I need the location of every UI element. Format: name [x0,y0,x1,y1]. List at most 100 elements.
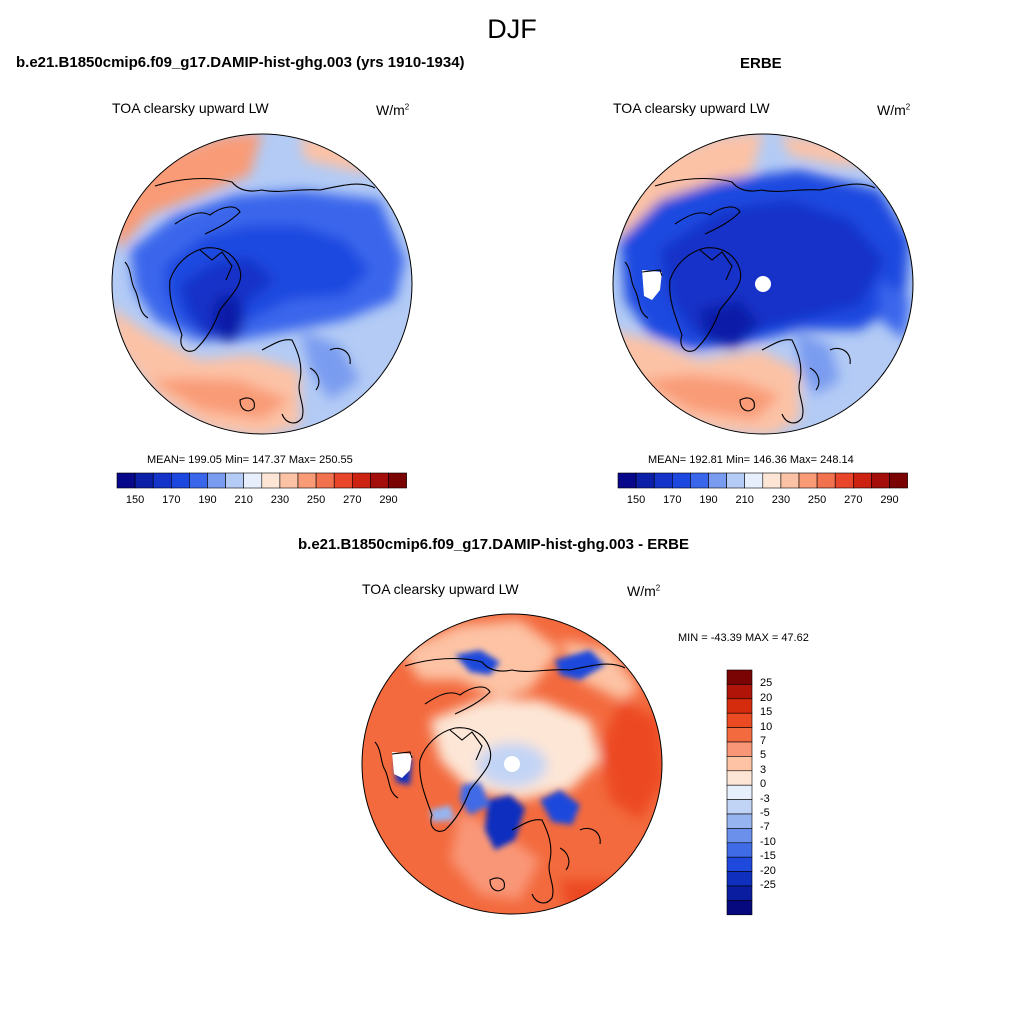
diff-colorbar-swatch [726,828,753,844]
obs-polar-map [613,134,913,434]
obs-colorbar-swatch [671,472,691,489]
obs-colorbar-swatch [653,472,673,489]
units-exponent: 2 [655,583,661,593]
obs-colorbar-tick-label: 170 [663,494,682,506]
model-colorbar-swatch [189,472,208,489]
obs-colorbar-swatch [852,472,872,489]
model-colorbar-swatch [388,472,407,489]
obs-colorbar-swatch [708,472,727,489]
obs-colorbar-swatch [744,472,764,489]
diff-colorbar-tick-label: -3 [760,792,770,805]
obs-colorbar-tick-label: 270 [844,494,863,506]
diff-colorbar-swatch [726,871,753,887]
model-colorbar-tick-label: 150 [125,494,145,506]
model-colorbar-tick-label: 230 [270,494,290,506]
model-colorbar-tick-label: 250 [306,494,326,506]
model-colorbar-swatch [243,472,263,489]
model-colorbar-tick-label: 170 [162,494,181,506]
obs-colorbar-tick-label: 250 [807,494,827,506]
diff-colorbar-swatch [726,799,753,815]
obs-colorbar-tick-label: 230 [771,494,791,506]
diff-colorbar-tick-label: 7 [760,735,767,747]
model-colorbar-tick-label: 290 [379,494,398,506]
diff-colorbar-tick-label: 20 [760,691,773,704]
diff-colorbar-tick-label: -7 [760,821,770,834]
diff-colorbar-tick-label: -20 [760,864,776,877]
model-colorbar [116,472,407,489]
diff-colorbar-tick-label: 15 [760,706,773,719]
diff-map-border [361,613,663,915]
diff-colorbar-tick-label: 3 [760,763,767,776]
model-colorbar-swatch [225,472,245,489]
diff-colorbar-tick-label: 5 [760,749,767,762]
diff-colorbar-swatch [726,727,753,743]
diff-colorbar-tick-label: 25 [760,677,773,690]
diff-panel-subtitle: TOA clearsky upward LW [362,581,519,597]
diff-colorbar-swatch [726,900,753,916]
diff-colorbar-tick-label: -10 [760,835,776,848]
diff-colorbar-swatch [726,712,753,728]
diff-panel-units: W/m2 [627,583,660,599]
obs-colorbar-swatch [871,472,890,489]
model-colorbar-swatch [152,472,172,489]
obs-colorbar-swatch [816,472,836,489]
model-colorbar-swatch [315,472,335,489]
model-colorbar-swatch [116,472,136,489]
obs-panel-title: ERBE [740,55,782,72]
model-map-border [111,133,413,435]
model-colorbar-swatch [134,472,154,489]
obs-colorbar-tick-label: 150 [626,494,646,506]
diff-colorbar-swatch [726,784,753,800]
model-panel-units: W/m2 [376,102,409,118]
diff-colorbar-tick-label: -15 [760,850,776,863]
diff-colorbar-swatch [726,885,753,901]
diff-colorbar-swatch [726,698,753,714]
units-base: W/m [376,102,405,118]
diff-colorbar-tick-label: -25 [760,879,776,891]
obs-colorbar-swatch [798,472,818,489]
obs-colorbar-tick-label: 210 [735,494,754,506]
model-colorbar-tick-label: 210 [234,494,253,506]
obs-colorbar-tick-label: 190 [699,494,718,506]
diff-panel-stats: MIN = -43.39 MAX = 47.62 [678,632,809,644]
obs-colorbar-swatch [762,472,782,489]
obs-panel-subtitle: TOA clearsky upward LW [613,100,770,116]
model-colorbar-swatch [370,472,389,489]
diff-colorbar-swatch [726,741,753,757]
diff-polar-map [362,614,662,914]
units-exponent: 2 [404,102,410,112]
diff-colorbar-swatch [726,842,753,858]
main-title: DJF [487,14,537,44]
diff-panel-title: b.e21.B1850cmip6.f09_g17.DAMIP-hist-ghg.… [298,536,689,553]
diff-colorbar-swatch [726,856,753,872]
diff-colorbar-swatch [726,770,753,786]
obs-colorbar-swatch [690,472,709,489]
obs-colorbar-tick-label: 290 [880,494,899,506]
diff-colorbar [726,669,753,916]
model-colorbar-swatch [297,472,317,489]
obs-colorbar-swatch [889,472,908,489]
model-panel-title: b.e21.B1850cmip6.f09_g17.DAMIP-hist-ghg.… [16,54,465,71]
model-colorbar-swatch [351,472,371,489]
model-panel-subtitle: TOA clearsky upward LW [112,100,269,116]
model-colorbar-swatch [261,472,281,489]
obs-colorbar-swatch [635,472,655,489]
obs-colorbar-swatch [834,472,854,489]
model-colorbar-swatch [207,472,226,489]
model-colorbar-swatch [333,472,353,489]
diff-colorbar-tick-label: 0 [760,778,767,791]
units-exponent: 2 [905,102,911,112]
diff-colorbar-swatch [726,669,753,685]
model-colorbar-swatch [171,472,190,489]
obs-colorbar-swatch [726,472,745,489]
diff-colorbar-tick-label: 10 [760,720,773,733]
model-polar-map [112,134,412,434]
units-base: W/m [877,102,906,118]
obs-panel-units: W/m2 [877,102,910,118]
obs-colorbar [617,472,908,489]
obs-map-border [612,133,914,435]
model-colorbar-swatch [279,472,299,489]
obs-colorbar-swatch [780,472,800,489]
